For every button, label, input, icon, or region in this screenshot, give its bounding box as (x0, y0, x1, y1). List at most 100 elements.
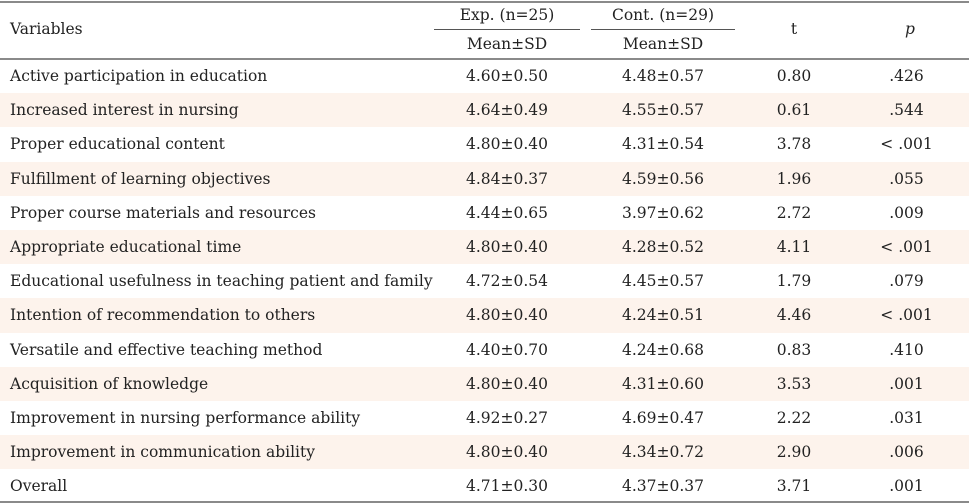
cell-gap (580, 230, 591, 264)
cell-gap (580, 435, 591, 469)
table-row: Overall 4.71±0.30 4.37±0.37 3.71 .001 (0, 469, 969, 503)
cell-t-value: 4.46 (776, 306, 812, 325)
cell-t-value: 2.22 (776, 408, 812, 427)
cell-gap (580, 127, 591, 161)
cell-gap (735, 196, 744, 230)
results-table: Active participation in education 4.60±0.… (0, 59, 969, 503)
table-row: Acquisition of knowledge 4.80±0.40 4.31±0.… (0, 366, 969, 401)
header-exp-stat: Mean±SD (466, 35, 548, 53)
cell-t-value: 0.80 (776, 67, 812, 86)
cell-variable: Acquisition of knowledge (10, 374, 209, 393)
cell-gap (735, 59, 744, 93)
table-row: Versatile and effective teaching method 4… (0, 333, 969, 367)
cell-gap (735, 93, 744, 127)
cell-cont-mean-sd: 4.69±0.47 (621, 408, 704, 427)
header-cont-stat: Mean±SD (622, 35, 704, 53)
header-exp-group: Exp. (n=25) (459, 6, 555, 24)
cell-p-value: .031 (889, 408, 924, 427)
cell-exp-mean-sd: 4.72±0.54 (465, 272, 548, 291)
cell-exp-mean-sd: 4.84±0.37 (465, 169, 548, 188)
cell-exp-mean-sd: 4.71±0.30 (465, 477, 548, 496)
cell-exp-mean-sd: 4.80±0.40 (465, 135, 548, 154)
table-row: Proper educational content 4.80±0.40 4.31±… (0, 127, 969, 161)
cell-p-value: < .001 (880, 135, 933, 154)
cell-gap (735, 469, 744, 503)
header-bottom-rule (0, 58, 969, 60)
cell-variable: Improvement in communication ability (10, 443, 315, 462)
table-row: Fulfillment of learning objectives 4.84±0… (0, 161, 969, 196)
header-cont-subrule (591, 29, 735, 30)
cell-cont-mean-sd: 4.31±0.54 (621, 135, 704, 154)
cell-gap (580, 196, 591, 230)
table-row: Proper course materials and resources 4.4… (0, 196, 969, 230)
table-body: Active participation in education 4.60±0.… (0, 59, 969, 503)
cell-cont-mean-sd: 4.37±0.37 (621, 477, 704, 496)
cell-exp-mean-sd: 4.92±0.27 (465, 408, 548, 427)
cell-exp-mean-sd: 4.64±0.49 (465, 101, 548, 120)
cell-variable: Appropriate educational time (10, 238, 242, 257)
cell-gap (580, 401, 591, 435)
cell-gap (580, 469, 591, 503)
table-row: Improvement in communication ability 4.80… (0, 435, 969, 470)
cell-t-value: 2.90 (776, 443, 812, 462)
cell-variable: Fulfillment of learning objectives (10, 169, 271, 188)
cell-t-value: 3.53 (776, 374, 812, 393)
header-exp-subrule (434, 29, 580, 30)
table-row: Educational usefulness in teaching patie… (0, 264, 969, 298)
cell-t-value: 1.96 (776, 169, 812, 188)
cell-p-value: .544 (889, 101, 924, 120)
cell-t-value: 3.71 (776, 477, 812, 496)
cell-cont-mean-sd: 3.97±0.62 (621, 203, 704, 222)
table-bottom-rule (0, 501, 969, 503)
cell-t-value: 1.79 (776, 272, 812, 291)
cell-p-value: .009 (889, 203, 924, 222)
cell-gap (580, 333, 591, 367)
table-row: Active participation in education 4.60±0.… (0, 59, 969, 93)
cell-variable: Overall (10, 477, 68, 496)
cell-cont-mean-sd: 4.59±0.56 (621, 169, 704, 188)
cell-p-value: .001 (889, 374, 924, 393)
cell-p-value: .079 (889, 272, 924, 291)
cell-p-value: .426 (889, 67, 924, 86)
cell-gap (735, 367, 744, 401)
table-row: Intention of recommendation to others 4.8… (0, 298, 969, 333)
header-t: t (790, 20, 798, 38)
cell-exp-mean-sd: 4.80±0.40 (465, 443, 548, 462)
cell-t-value: 0.61 (776, 101, 812, 120)
table-row: Appropriate educational time 4.80±0.40 4.2… (0, 229, 969, 265)
cell-p-value: .410 (889, 340, 924, 359)
cell-gap (580, 298, 591, 332)
cell-cont-mean-sd: 4.55±0.57 (621, 101, 704, 120)
cell-cont-mean-sd: 4.24±0.51 (621, 306, 704, 325)
cell-gap (735, 401, 744, 435)
cell-exp-mean-sd: 4.80±0.40 (465, 306, 548, 325)
cell-gap (580, 264, 591, 298)
cell-p-value: .006 (889, 443, 924, 462)
cell-t-value: 0.83 (776, 340, 812, 359)
cell-cont-mean-sd: 4.24±0.68 (621, 340, 704, 359)
cell-t-value: 4.11 (776, 238, 812, 257)
cell-exp-mean-sd: 4.44±0.65 (465, 203, 548, 222)
cell-gap (735, 162, 744, 196)
cell-p-value: .055 (889, 169, 924, 188)
cell-cont-mean-sd: 4.31±0.60 (621, 374, 704, 393)
cell-cont-mean-sd: 4.45±0.57 (621, 272, 704, 291)
cell-gap (580, 93, 591, 127)
cell-variable: Versatile and effective teaching method (10, 340, 323, 359)
cell-exp-mean-sd: 4.60±0.50 (465, 67, 548, 86)
cell-variable: Proper course materials and resources (10, 203, 316, 222)
header-variables: Variables (10, 20, 83, 38)
cell-t-value: 2.72 (776, 203, 812, 222)
cell-variable: Intention of recommendation to others (10, 306, 316, 325)
cell-gap (735, 230, 744, 264)
cell-gap (735, 264, 744, 298)
cell-variable: Active participation in education (10, 67, 268, 86)
cell-t-value: 3.78 (776, 135, 812, 154)
cell-gap (735, 298, 744, 332)
header-p: p (905, 20, 915, 38)
cell-exp-mean-sd: 4.80±0.40 (465, 238, 548, 257)
table-top-rule (0, 1, 969, 3)
cell-variable: Increased interest in nursing (10, 101, 239, 120)
cell-exp-mean-sd: 4.40±0.70 (465, 340, 548, 359)
table-row: Increased interest in nursing 4.64±0.49 4.… (0, 93, 969, 128)
